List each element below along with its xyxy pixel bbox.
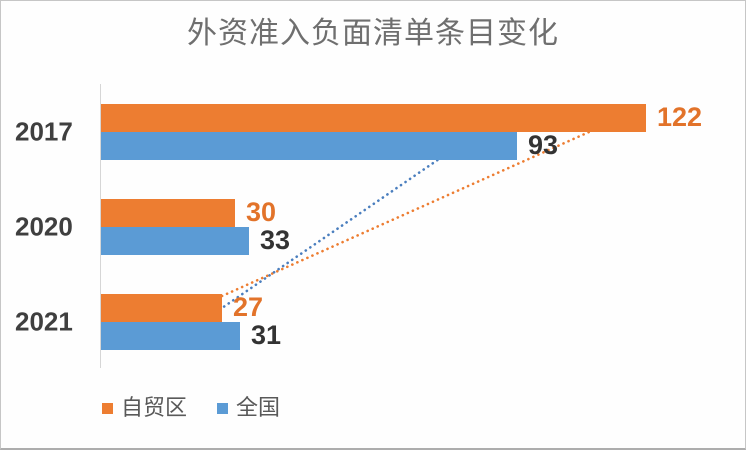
chart-title: 外资准入负面清单条目变化 (187, 17, 559, 50)
bar-全国-2020 (101, 227, 249, 255)
legend-label-ftz: 自贸区 (121, 395, 188, 420)
value-label-自贸区-2021: 27 (233, 291, 264, 322)
value-label-自贸区-2017: 122 (657, 101, 703, 132)
value-label-全国-2017: 93 (528, 129, 559, 160)
value-label-全国-2021: 31 (251, 319, 282, 350)
bar-全国-2021 (101, 322, 240, 350)
legend: 自贸区 全国 (102, 395, 280, 421)
bar-全国-2017 (101, 132, 517, 160)
legend-label-national: 全国 (236, 395, 281, 420)
bar-自贸区-2020 (101, 199, 235, 227)
category-label-2020: 2020 (15, 211, 73, 242)
bar-自贸区-2021 (101, 294, 222, 322)
legend-swatch-ftz (102, 402, 113, 414)
category-label-2017: 2017 (15, 116, 73, 147)
trend-line-ftz (220, 105, 647, 298)
bar-自贸区-2017 (101, 104, 646, 132)
y-axis-line (100, 84, 101, 368)
value-label-全国-2020: 33 (260, 224, 291, 255)
category-label-2021: 2021 (15, 306, 73, 337)
value-label-自贸区-2020: 30 (246, 196, 277, 227)
legend-swatch-national (217, 402, 229, 414)
